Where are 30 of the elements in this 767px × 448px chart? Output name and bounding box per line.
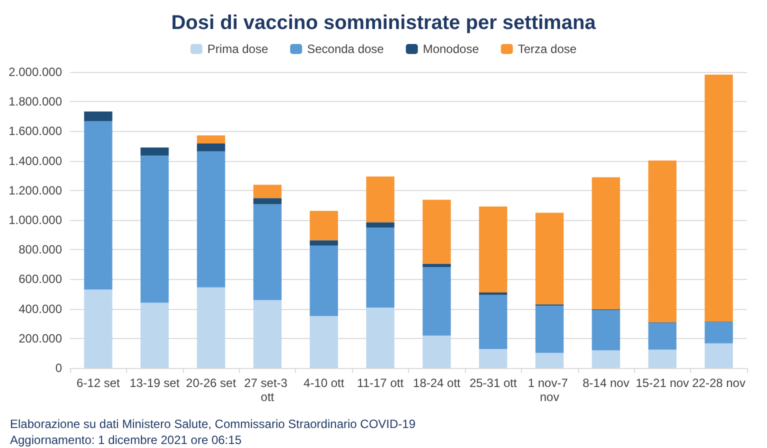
x-tick-label: 25-31 ott <box>469 376 518 390</box>
x-tick-label: 8-14 nov <box>582 376 630 390</box>
legend-label: Monodose <box>422 42 480 56</box>
y-tick-label: 1.200.000 <box>8 183 62 198</box>
y-tick-label: 1.000.000 <box>8 213 62 227</box>
x-tick-label: 20-26 set <box>186 376 237 390</box>
x-tick-label: 18-24 ott <box>413 376 462 390</box>
y-tick-label: 1.600.000 <box>8 124 62 138</box>
x-tick-label: 15-21 nov <box>636 376 690 390</box>
x-tick-label: 11-17 ott <box>357 376 404 390</box>
x-tick-label: 1 nov-7 nov <box>528 376 572 404</box>
y-tick-label: 200.000 <box>18 331 62 346</box>
y-tick-label: 0 <box>55 361 62 375</box>
x-tick-label: 27 set-3 ott <box>244 376 291 404</box>
x-tick-label: 4-10 ott <box>304 376 345 390</box>
y-tick-label: 400.000 <box>18 302 62 316</box>
text: Aggiornamento: 1 dicembre 2021 ore 06:15 <box>10 433 242 447</box>
y-tick-label: 1.800.000 <box>8 94 62 109</box>
y-tick-label: 600.000 <box>18 272 62 286</box>
x-tick-label: 13-19 set <box>130 376 180 390</box>
y-tick-label: 2.000.000 <box>8 65 62 79</box>
y-tick-label: 1.400.000 <box>8 154 62 168</box>
x-tick-label: 6-12 set <box>76 376 121 390</box>
x-tick-label: 22-28 nov <box>692 376 746 390</box>
chart-title: Dosi di vaccino somministrate per settimana <box>171 12 597 34</box>
legend-label: Prima dose <box>207 42 268 56</box>
y-tick-label: 800.000 <box>18 242 62 257</box>
legend-label: Terza dose <box>518 42 577 56</box>
text: Elaborazione su dati Ministero Salute, Commissario Straordinario COVID-19 <box>10 417 416 431</box>
legend-label: Seconda dose <box>307 42 384 56</box>
